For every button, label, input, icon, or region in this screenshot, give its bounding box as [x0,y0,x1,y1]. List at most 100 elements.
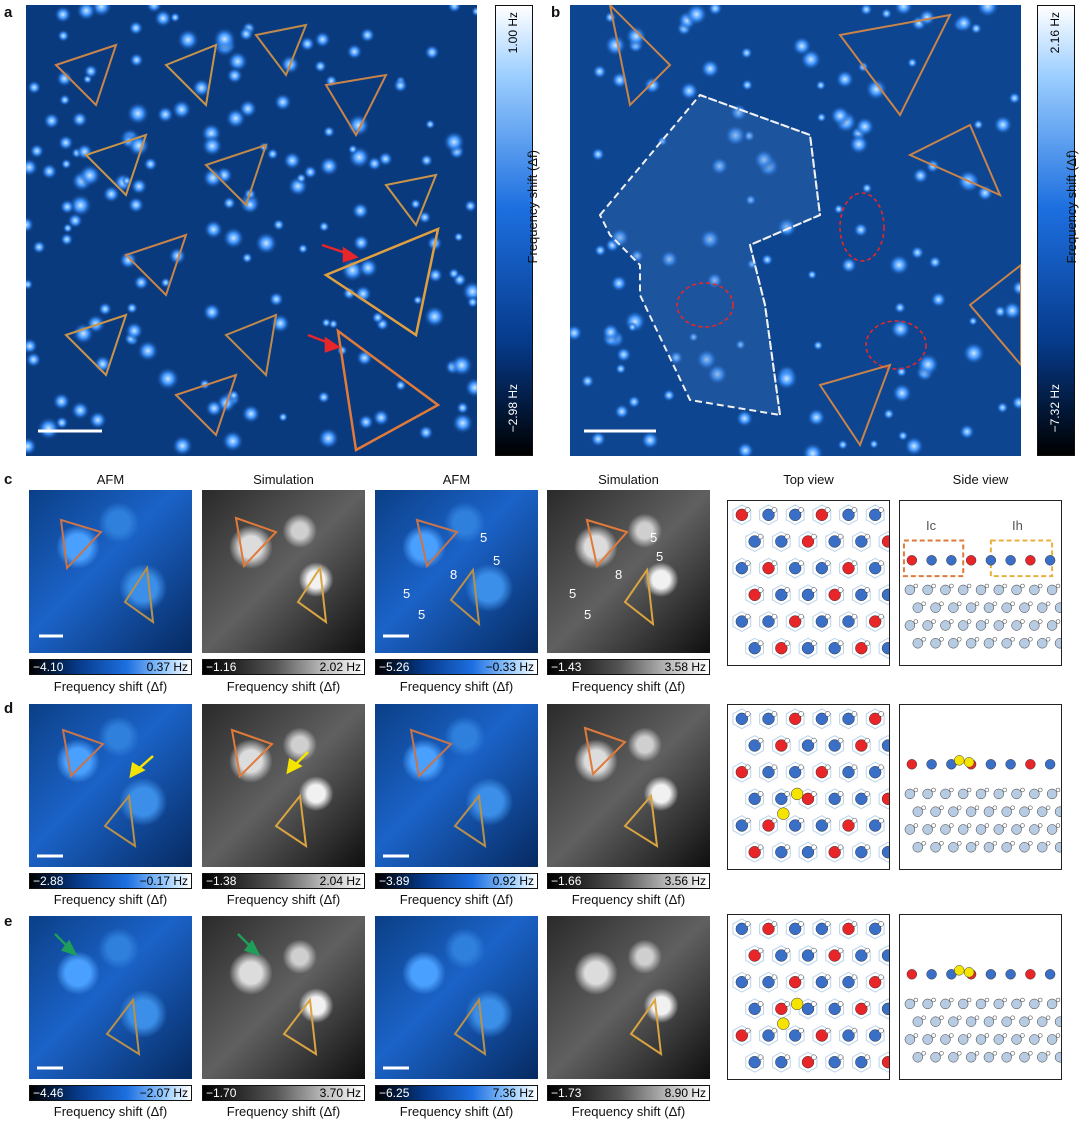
colorbar-c1-max: 0.37 Hz [146,660,188,674]
lattice-hexagon [812,708,832,730]
top-view-c-graphic [732,504,889,659]
scan-spot [26,351,42,368]
scan-spot [466,296,477,309]
scan-spot [76,143,94,161]
colorbar-a-title: Frequency shift (Δf) [525,150,540,264]
atom [984,1033,990,1038]
lattice-hexagon [812,1025,832,1046]
atom [1038,997,1043,1003]
atom [922,1034,933,1045]
scan-spot [130,177,148,195]
atom [974,601,980,606]
atom [983,842,995,853]
atom [930,602,941,613]
atom [878,921,884,927]
atom [948,842,959,853]
scan-spot [958,423,976,440]
atom [966,823,972,828]
atom [1001,638,1012,649]
atom [1002,1033,1007,1038]
atom [957,601,962,606]
atom [868,1029,882,1042]
atom [837,1001,844,1007]
lattice-hexagon [839,611,858,632]
lattice-hexagon [785,1025,805,1046]
atom [837,947,844,954]
atom [801,1056,815,1069]
caption-d2: Frequency shift (Δf) [226,892,341,907]
atom [1044,969,1056,980]
atom [965,1052,977,1063]
lattice-hexagon [839,557,858,579]
atom [913,997,919,1003]
sim-image-d2 [547,704,710,867]
atom [775,642,788,655]
scan-spot [968,316,979,327]
lattice-hexagon [745,637,765,659]
scan-spot [52,392,71,411]
atom [931,619,936,624]
atom [878,560,884,566]
caption-d3: Frequency shift (Δf) [399,892,514,907]
atom [1028,805,1033,810]
scan-spot [614,362,627,375]
atom [1001,602,1012,613]
afm-image-c1 [29,490,192,653]
scan-spot [859,5,873,17]
scan-spot [829,105,851,127]
lattice-hexagon [745,998,765,1020]
atom [775,1056,788,1069]
atom [842,819,855,832]
atom [881,535,889,548]
scan-spot [412,295,423,306]
lattice-hexagon [865,611,885,632]
colorbar-c4-max: 3.58 Hz [664,660,706,674]
atom [930,806,941,817]
atom [771,764,778,770]
scan-spot [221,429,244,453]
atom [992,1051,998,1056]
lattice-hexagon [851,735,871,756]
atom [881,588,889,602]
atom [828,642,841,655]
atom [784,737,790,744]
sim-image-e1-overlay [237,933,318,1056]
colorbar-c1-min: −4.10 [33,660,64,674]
lattice-hexagon [798,584,818,606]
atom [851,974,858,980]
lattice-hexagon [732,1025,752,1046]
colorbar-e2-max: 3.70 Hz [319,1086,361,1100]
scan-spot [643,76,662,95]
scan-spot [227,50,249,72]
atom [825,507,831,513]
atom [815,922,829,936]
scan-spot [724,123,747,147]
scan-spot [202,167,224,189]
atom [842,922,855,936]
scan-spot [127,196,145,214]
side-view-e-graphic [904,965,1061,1063]
colorbar-d2: −1.38 2.04 Hz [202,873,365,889]
atom [957,1015,962,1020]
atom [1001,1016,1012,1027]
atom [828,1002,841,1016]
scan-spot [57,134,74,151]
scan-spot [145,5,163,14]
lattice-hexagon [825,1051,845,1073]
atom [921,841,926,846]
scan-spot [735,409,754,428]
atom [1010,601,1015,606]
scan-spot [241,196,259,214]
atom [825,764,831,770]
atom [757,640,764,646]
atom [811,737,817,744]
colorbar-d3-max: 0.92 Hz [492,874,534,888]
scan-spot [906,57,918,69]
scan-spot [321,317,332,328]
scan-spot [55,416,69,430]
atom [878,817,884,824]
lattice-hexagon [732,815,752,836]
lattice-hexagon [878,841,889,863]
atom [958,620,969,631]
scan-spot [143,156,158,172]
